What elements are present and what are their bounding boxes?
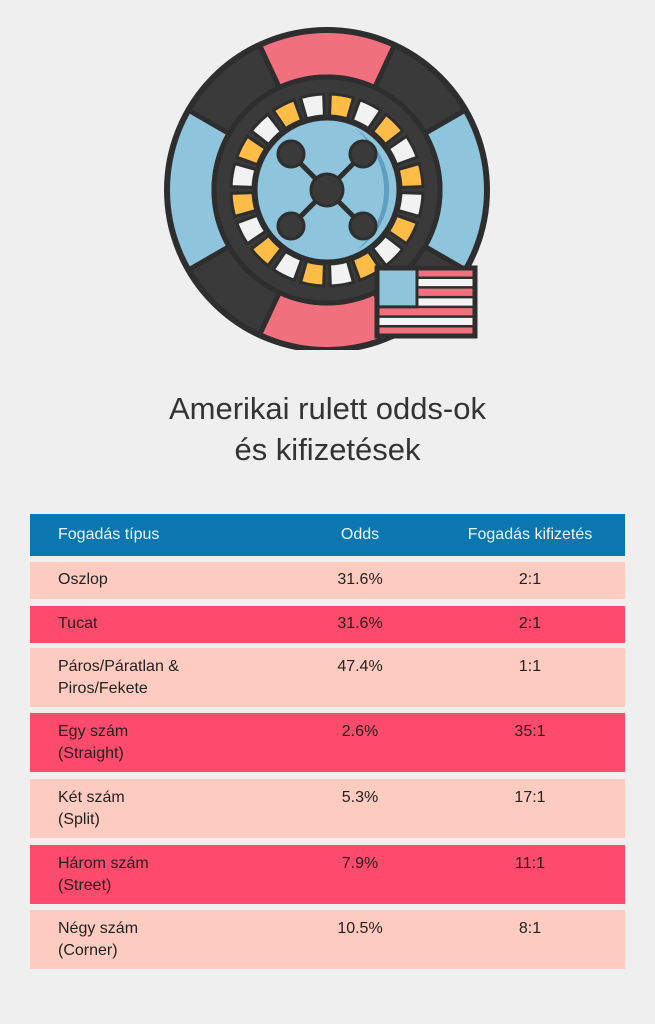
header-payout: Fogadás kifizetés bbox=[467, 526, 593, 543]
bet-type-cell: Tucat bbox=[58, 615, 98, 632]
table-row: Két szám (Split) 5.3% 17:1 bbox=[30, 779, 625, 838]
header-bet-type: Fogadás típus bbox=[58, 526, 160, 543]
table-row: Három szám (Street) 7.9% 11:1 bbox=[30, 845, 625, 904]
odds-cell: 5.3% bbox=[341, 789, 379, 806]
table-row: Tucat 31.6% 2:1 bbox=[30, 606, 625, 643]
usa-flag-icon bbox=[374, 265, 478, 339]
odds-cell: 2.6% bbox=[341, 723, 379, 740]
payout-cell: 1:1 bbox=[518, 658, 542, 675]
illustration bbox=[164, 27, 490, 350]
table-row: Páros/Páratlan & Piros/Fekete 47.4% 1:1 bbox=[30, 648, 625, 707]
bet-type-cell: Két szám (Split) bbox=[58, 789, 125, 828]
roulette-wheel-icon bbox=[164, 27, 490, 350]
title-line-2: és kifizetések bbox=[234, 432, 421, 467]
table-row: Négy szám (Corner) 10.5% 8:1 bbox=[30, 910, 625, 969]
odds-cell: 47.4% bbox=[337, 658, 383, 675]
page-title: Amerikai rulett odds-ok és kifizetések bbox=[0, 388, 655, 470]
table-row: Egy szám (Straight) 2.6% 35:1 bbox=[30, 713, 625, 772]
odds-cell: 31.6% bbox=[337, 615, 383, 632]
table-header: Fogadás típus Odds Fogadás kifizetés bbox=[30, 514, 625, 556]
payout-cell: 17:1 bbox=[514, 789, 546, 806]
bet-type-cell: Egy szám (Straight) bbox=[58, 723, 129, 762]
table-row: Oszlop 31.6% 2:1 bbox=[30, 562, 625, 599]
header-odds: Odds bbox=[340, 526, 380, 543]
odds-cell: 10.5% bbox=[337, 920, 383, 937]
payout-cell: 2:1 bbox=[518, 615, 542, 632]
odds-cell: 31.6% bbox=[337, 571, 383, 588]
bet-type-cell: Négy szám (Corner) bbox=[58, 920, 139, 959]
payout-cell: 35:1 bbox=[514, 723, 546, 740]
odds-cell: 7.9% bbox=[341, 855, 379, 872]
bet-type-cell: Oszlop bbox=[58, 571, 108, 588]
bet-type-cell: Páros/Páratlan & Piros/Fekete bbox=[58, 658, 179, 697]
payout-cell: 8:1 bbox=[518, 920, 542, 937]
bet-type-cell: Három szám (Street) bbox=[58, 855, 149, 894]
title-line-1: Amerikai rulett odds-ok bbox=[168, 391, 486, 426]
payout-cell: 11:1 bbox=[515, 855, 545, 872]
payout-cell: 2:1 bbox=[518, 571, 542, 588]
